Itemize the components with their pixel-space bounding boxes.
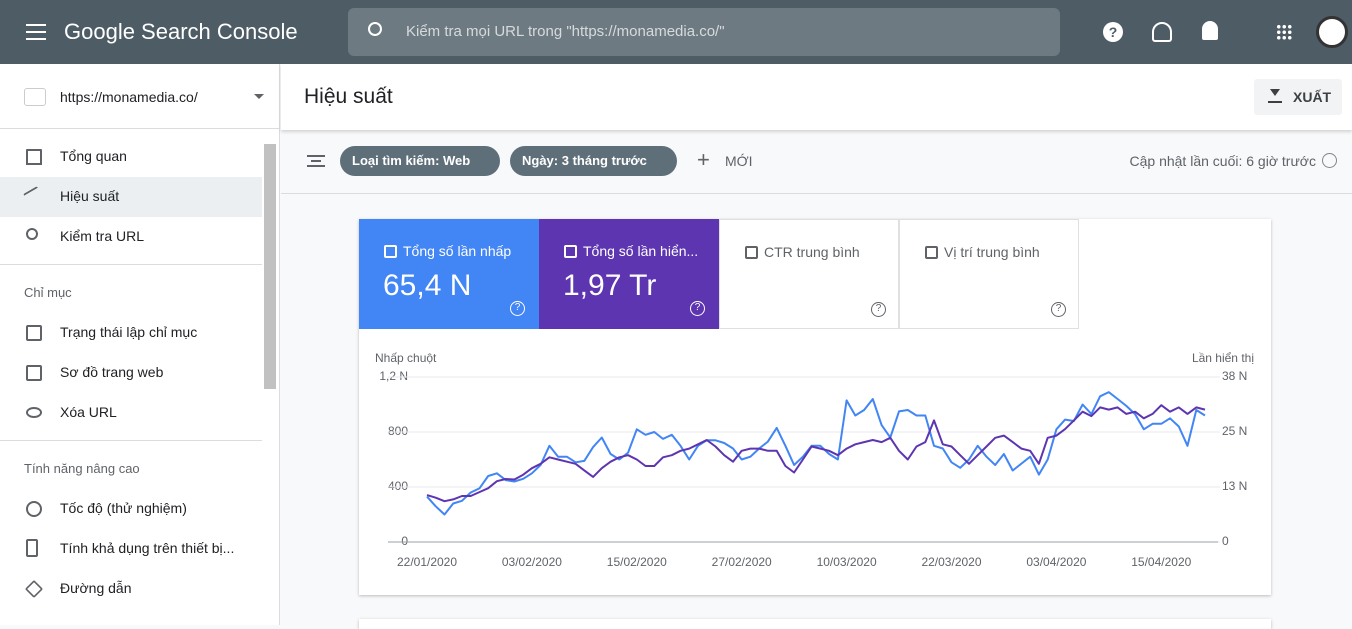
chip-label: Ngày: 3 tháng trước	[522, 153, 647, 168]
add-icon: +	[697, 147, 710, 172]
nav-item[interactable]: Tốc độ (thử nghiệm)	[60, 500, 187, 516]
nav-item[interactable]: Trạng thái lập chỉ mục	[60, 324, 198, 340]
account-avatar[interactable]	[1316, 16, 1348, 48]
icon	[26, 325, 42, 341]
checkbox	[384, 245, 397, 258]
x-tick-label: 15/04/2020	[1131, 555, 1191, 569]
icon	[26, 149, 42, 165]
sidebar: https://monamedia.co/ Tổng quan Hiệu suấ…	[0, 64, 280, 625]
y2-tick-label: 13 N	[1222, 479, 1247, 493]
metric-value: 65,4 N	[383, 269, 472, 302]
y2-tick-label: 38 N	[1222, 369, 1247, 383]
nav-item[interactable]: Xóa URL	[60, 404, 117, 420]
icon	[26, 365, 42, 381]
y-tick-label: 1,2 N	[379, 369, 408, 383]
y-tick-label: 0	[401, 534, 408, 548]
y2-tick-label: 25 N	[1222, 424, 1247, 438]
icon	[26, 539, 38, 557]
metric-label: Tổng số lần hiển...	[583, 243, 699, 259]
help-icon: ?	[510, 301, 525, 316]
search-placeholder: Kiểm tra mọi URL trong "https://monamedi…	[406, 23, 725, 40]
property-icon	[24, 88, 46, 106]
chart-card: Tổng số lần nhấp 65,4 N? Tổng số lần hiển…	[359, 219, 1271, 595]
icon	[24, 579, 44, 599]
chart: Nhấp chuột Lần hiển thị 0 400 800 1,2 N 0 13 …	[375, 351, 1254, 569]
last-updated: Cập nhật lần cuối: 6 giờ trước	[1129, 153, 1317, 169]
notifications-button[interactable]	[1202, 21, 1218, 40]
y-tick-label: 400	[388, 479, 408, 493]
filter-chip[interactable]: Ngày: 3 tháng trước	[510, 146, 677, 176]
active-item-bg	[0, 177, 262, 217]
section-title[interactable]: Chỉ mục	[24, 285, 72, 300]
nav-item[interactable]: Sơ đồ trang web	[60, 364, 164, 380]
top-bar: Google Search Console Kiểm tra mọi URL t…	[0, 0, 1352, 64]
y2-axis-title: Lần hiển thị	[1192, 351, 1254, 365]
new-filter[interactable]: MỚI	[725, 153, 753, 169]
nav-item[interactable]: Đường dẫn	[60, 580, 132, 596]
scrollbar[interactable]	[264, 144, 276, 389]
nav-item[interactable]: Hiệu suất	[60, 188, 120, 204]
icon	[26, 407, 42, 418]
y2-tick-label: 0	[1222, 534, 1229, 548]
metric-tile[interactable]: Vị trí trung bình?	[899, 219, 1079, 329]
x-tick-label: 15/02/2020	[607, 555, 667, 569]
product-name: Google Search Console	[64, 19, 298, 44]
divider	[0, 264, 262, 265]
help-button[interactable]: ?	[1103, 22, 1123, 42]
nav-item[interactable]: Tổng quan	[60, 148, 127, 164]
icon	[26, 228, 38, 240]
series-line	[426, 404, 1206, 503]
search-icon	[368, 22, 382, 36]
nav-item[interactable]: Kiểm tra URL	[60, 228, 145, 244]
metric-label: Tổng số lần nhấp	[403, 243, 512, 259]
x-tick-label: 03/02/2020	[502, 555, 562, 569]
nav-item[interactable]: Tính khả dụng trên thiết bị...	[60, 540, 235, 556]
search-box[interactable]: Kiểm tra mọi URL trong "https://monamedi…	[348, 8, 1060, 56]
metric-label: CTR trung bình	[764, 244, 860, 260]
metric-tile[interactable]: Tổng số lần nhấp 65,4 N?	[359, 219, 539, 329]
x-tick-label: 03/04/2020	[1026, 555, 1086, 569]
metric-tile[interactable]: Tổng số lần hiển... 1,97 Tr?	[539, 219, 719, 329]
divider	[0, 440, 262, 441]
checkbox	[925, 246, 938, 259]
metric-tile[interactable]: CTR trung bình?	[719, 219, 899, 329]
y-tick-label: 800	[388, 424, 408, 438]
page-title: Hiệu suất	[304, 85, 393, 108]
checkbox	[745, 246, 758, 259]
export-button[interactable]: XUẤT	[1254, 79, 1342, 115]
property-dropdown[interactable]	[254, 94, 264, 104]
x-tick-label: 27/02/2020	[712, 555, 772, 569]
icon	[26, 501, 42, 517]
x-tick-label: 10/03/2020	[817, 555, 877, 569]
help-icon: ?	[1051, 302, 1066, 317]
apps-button[interactable]	[1276, 24, 1292, 40]
help-icon: ?	[690, 301, 705, 316]
page-header: Hiệu suất XUẤT	[281, 64, 1352, 130]
series-line	[426, 391, 1206, 516]
checkbox	[564, 245, 577, 258]
help-icon[interactable]	[1322, 153, 1337, 168]
download-icon	[1268, 89, 1282, 103]
help-icon: ?	[871, 302, 886, 317]
export-label: XUẤT	[1293, 89, 1332, 105]
filter-icon[interactable]	[307, 155, 325, 167]
property-name[interactable]: https://monamedia.co/	[60, 89, 198, 105]
divider	[281, 193, 1352, 194]
y-axis-title: Nhấp chuột	[375, 351, 437, 365]
chip-label: Loại tìm kiếm: Web	[352, 153, 471, 168]
next-card	[359, 619, 1271, 629]
x-tick-label: 22/03/2020	[921, 555, 981, 569]
metric-label: Vị trí trung bình	[944, 244, 1040, 260]
filter-chip[interactable]: Loại tìm kiếm: Web	[340, 146, 500, 176]
x-tick-label: 22/01/2020	[397, 555, 457, 569]
metric-value: 1,97 Tr	[563, 269, 657, 302]
users-button[interactable]	[1152, 22, 1172, 42]
menu-button[interactable]	[26, 24, 46, 40]
section-title[interactable]: Tính năng nâng cao	[24, 461, 140, 476]
divider	[0, 128, 279, 129]
